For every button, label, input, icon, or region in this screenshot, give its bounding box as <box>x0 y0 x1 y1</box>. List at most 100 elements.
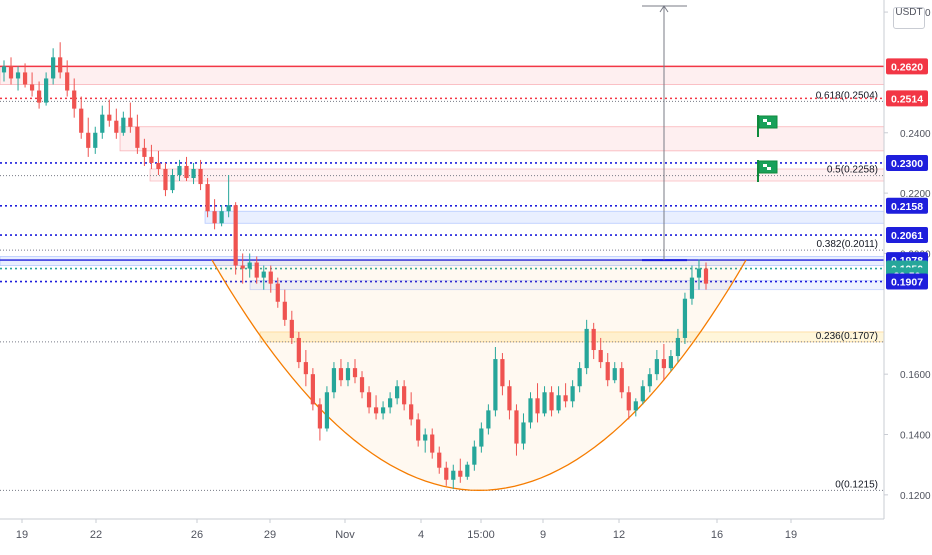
candle-body <box>15 72 21 79</box>
candle-body <box>93 132 98 148</box>
candle-body <box>261 271 266 278</box>
candle-body <box>423 434 428 441</box>
candle-body <box>626 392 631 411</box>
candle-body <box>387 398 393 408</box>
fib-level-label: 0(0.1215) <box>835 479 878 490</box>
candle-body <box>395 386 400 399</box>
price-tag-box <box>886 273 928 290</box>
candle-body <box>430 434 435 453</box>
candle-body <box>689 277 695 299</box>
candle-body <box>184 165 189 179</box>
fib-level-label: 0.5(0.2258) <box>827 165 878 176</box>
price-tag-label: 0.2620 <box>891 61 923 73</box>
candle-body <box>142 147 147 157</box>
price-tag-label: 0.2158 <box>891 201 923 213</box>
fib-level-label: 0.618(0.2504) <box>816 90 878 101</box>
candle-body <box>542 392 547 414</box>
candle-body <box>58 57 63 73</box>
x-tick-label: 19 <box>785 529 797 541</box>
candle-body <box>29 84 35 91</box>
candle-body <box>198 168 203 185</box>
cup-curve <box>211 259 747 491</box>
candle-body <box>380 407 386 414</box>
candle-body <box>156 162 161 169</box>
price-tag-box <box>886 227 928 244</box>
x-tick-label: 9 <box>540 529 546 541</box>
candle-body <box>444 467 449 480</box>
candle-body <box>366 392 372 408</box>
candle-body <box>654 359 659 375</box>
price-tag-label: 0.2514 <box>891 93 923 105</box>
candle-body <box>352 368 358 378</box>
candle-body <box>703 268 709 284</box>
y-tick-label: 0.2200 <box>900 189 931 200</box>
candle-body <box>254 262 259 278</box>
candle-body <box>212 211 217 224</box>
y-tick-label: 0.1600 <box>900 370 931 381</box>
candle-body <box>86 132 91 148</box>
candle-body <box>233 205 238 266</box>
flag-icon <box>757 115 778 137</box>
candle-body <box>121 117 126 133</box>
flag-pattern <box>763 164 771 170</box>
candle-body <box>605 362 610 381</box>
candle-body <box>535 398 540 414</box>
candle-body <box>338 368 344 381</box>
candle-body <box>149 156 154 163</box>
candle-body <box>458 470 463 477</box>
candle-body <box>514 410 519 444</box>
candle-body <box>563 395 568 402</box>
candle-body <box>493 359 498 411</box>
highlight-zone <box>204 210 885 224</box>
candle-body <box>416 419 421 441</box>
measure-arrowhead <box>659 5 669 13</box>
candle-body <box>135 126 140 148</box>
x-tick-label: Nov <box>335 529 355 541</box>
price-tag-box <box>886 154 928 171</box>
candle-body <box>465 464 470 477</box>
highlight-zone <box>0 65 885 85</box>
candle-body <box>1 66 7 73</box>
candle-body <box>275 283 280 302</box>
candle-body <box>177 165 182 176</box>
candle-body <box>240 265 245 269</box>
candle-body <box>598 350 603 363</box>
candle-body <box>317 404 323 429</box>
x-tick-label: 29 <box>264 529 276 541</box>
candle-body <box>570 386 575 402</box>
candle-body <box>619 368 624 393</box>
candle-body <box>163 168 168 191</box>
price-tag-label: 0.1907 <box>891 277 923 289</box>
x-tick-label: 15:00 <box>467 529 495 541</box>
candle-body <box>668 356 674 369</box>
candle-body <box>373 407 379 414</box>
candle-body <box>472 446 477 465</box>
candle-body <box>528 398 533 423</box>
candle-body <box>591 328 596 351</box>
candle-body <box>191 168 196 179</box>
candle-body <box>79 108 84 133</box>
price-tag-box <box>886 58 928 75</box>
candle-body <box>219 211 224 224</box>
candle-body <box>170 175 175 191</box>
candle-body <box>100 114 105 133</box>
candle-body <box>114 120 119 133</box>
currency-label[interactable]: USDT <box>893 7 925 29</box>
flag-icon <box>757 160 778 182</box>
candle-body <box>661 359 666 369</box>
candle-body <box>8 66 14 79</box>
candle-body <box>22 72 28 85</box>
y-tick-label: 0.1400 <box>900 431 931 442</box>
candle-body <box>507 386 512 411</box>
candle-body <box>324 392 330 429</box>
candle-body <box>303 362 308 375</box>
price-tag-box <box>886 197 928 214</box>
candle-body <box>268 271 273 284</box>
candle-body <box>521 422 526 444</box>
candle-body <box>289 319 294 338</box>
price-tag-label: 0.2061 <box>891 230 923 242</box>
highlight-zone <box>119 126 885 152</box>
candle-body <box>500 359 505 387</box>
